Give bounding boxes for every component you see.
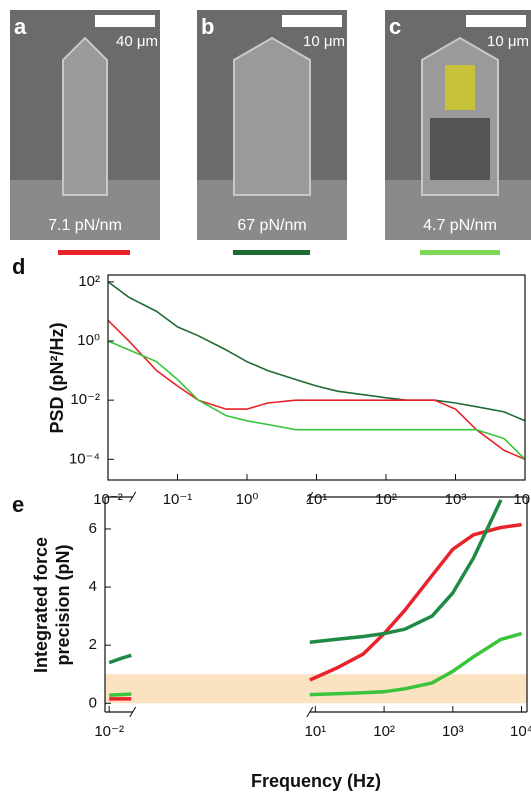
y-tick-label: 0 (89, 694, 97, 711)
series-line (108, 281, 525, 422)
stiffness-label: 7.1 pN/nm (48, 217, 122, 234)
x-tick-label: 10² (373, 723, 395, 740)
scale-bar (466, 15, 526, 27)
x-tick-label: 10⁻² (94, 723, 124, 740)
x-tick-label: 10⁻¹ (163, 491, 193, 508)
plot-area (108, 281, 525, 461)
scale-label: 10 μm (487, 33, 529, 50)
y-tick-label: 10⁻⁴ (69, 450, 100, 467)
series-line (108, 340, 525, 460)
color-key (420, 250, 500, 255)
stiffness-label: 67 pN/nm (237, 217, 306, 234)
x-axis-label: Frequency (Hz) (251, 771, 381, 791)
x-tick-label: 10⁴ (510, 723, 531, 740)
panel-label: b (201, 14, 214, 39)
y-axis-label: PSD (pN²/Hz) (47, 323, 67, 434)
scale-bar (282, 15, 342, 27)
y-axis-label: precision (pN) (53, 544, 73, 665)
y-axis-label: Integrated force (31, 537, 51, 673)
break-mark (129, 706, 137, 718)
plot-area (108, 499, 523, 701)
break-mark (306, 491, 314, 503)
series-line (309, 631, 523, 697)
stiffness-label: 4.7 pN/nm (423, 217, 497, 234)
panel-label: a (14, 14, 27, 39)
y-tick-label: 4 (89, 578, 97, 595)
panel-label: e (12, 492, 24, 517)
gold-pad (445, 65, 475, 110)
series-line (109, 692, 132, 697)
window (430, 118, 490, 180)
y-tick-label: 10² (78, 273, 100, 290)
y-tick-label: 6 (89, 520, 97, 537)
y-tick-label: 10⁰ (77, 332, 100, 349)
x-tick-label: 10¹ (305, 723, 327, 740)
x-tick-label: 10¹ (306, 491, 328, 508)
panel-label: d (12, 254, 25, 279)
x-tick-label: 10⁻² (93, 491, 123, 508)
color-key (58, 250, 130, 255)
y-tick-label: 2 (89, 636, 97, 653)
x-tick-label: 10⁰ (236, 491, 259, 508)
cantilever (233, 36, 311, 196)
color-key (233, 250, 310, 255)
x-tick-label: 10³ (442, 723, 464, 740)
scale-label: 10 μm (303, 33, 345, 50)
break-mark (306, 706, 314, 718)
scale-bar (95, 15, 155, 27)
panel-label: c (389, 14, 401, 39)
scale-label: 40 μm (116, 33, 158, 50)
y-tick-label: 10⁻² (70, 391, 100, 408)
x-tick-label: 10³ (445, 491, 467, 508)
series-line (108, 653, 132, 665)
series-line (309, 522, 522, 682)
x-tick-label: 10² (375, 491, 397, 508)
series-line (309, 499, 503, 645)
x-tick-label: 10⁴ (513, 491, 531, 508)
break-mark (129, 491, 137, 503)
cantilever (62, 36, 108, 196)
series-line (108, 319, 525, 461)
frame (107, 274, 526, 481)
